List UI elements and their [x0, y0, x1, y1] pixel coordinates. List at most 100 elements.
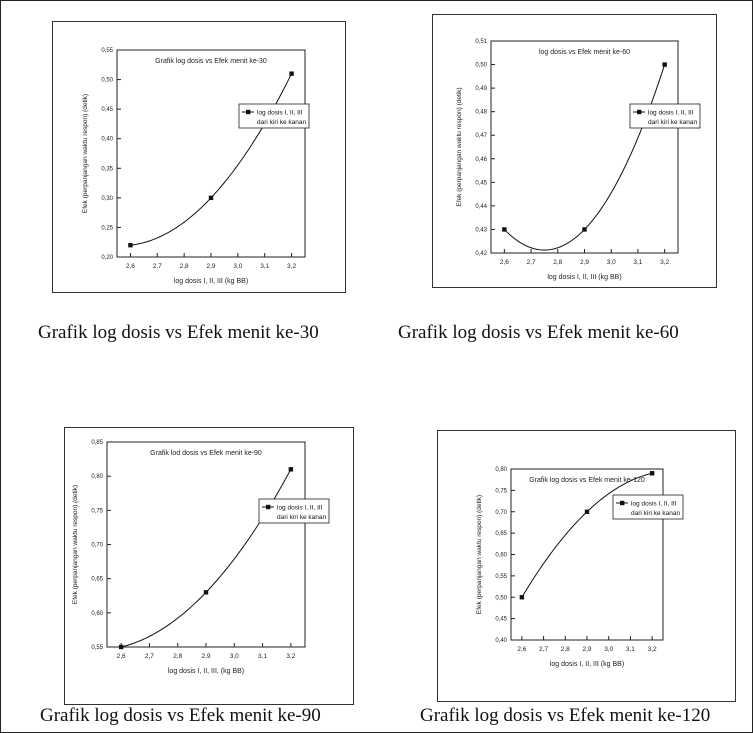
legend-marker: [620, 500, 625, 506]
x-tick-label: 3,0: [230, 653, 239, 660]
plot-area: [106, 441, 306, 648]
x-tick-label: 3,2: [287, 263, 296, 270]
x-tick-label: 2,9: [580, 259, 589, 266]
y-tick-label: 0,44: [475, 204, 487, 210]
data-point: [662, 62, 667, 67]
x-tick-label: 2,6: [117, 653, 126, 660]
x-tick-label: 2,7: [145, 653, 154, 660]
data-point: [288, 467, 294, 472]
data-point: [519, 595, 525, 600]
legend-marker: [266, 504, 271, 510]
y-axis-label: Efek (perpanjangan waktu respon) (detik): [476, 495, 483, 614]
y-tick-label: 0,35: [101, 166, 113, 172]
x-tick-label: 2,7: [527, 259, 536, 266]
x-axis-label: log dosis I, II, III (kg BB): [174, 278, 248, 285]
y-tick-label: 0,75: [91, 508, 103, 514]
y-tick-label: 0,55: [495, 574, 507, 580]
y-tick-label: 0,55: [101, 48, 113, 54]
x-tick-label: 2,9: [206, 263, 215, 270]
x-tick-label: 2,8: [553, 259, 562, 266]
x-tick-label: 2,6: [517, 646, 526, 653]
y-tick-label: 0,80: [495, 467, 507, 473]
y-tick-label: 0,45: [101, 107, 113, 113]
x-tick-label: 3,1: [260, 263, 269, 270]
legend-entry: log dosis I, II, III: [277, 505, 323, 512]
y-tick-label: 0,43: [475, 227, 487, 233]
legend-box: [629, 103, 701, 129]
y-tick-label: 0,25: [101, 225, 113, 231]
y-axis-label: Efek (perpanjangan waktu respon) (detik): [82, 94, 89, 213]
plot-area: [490, 40, 679, 254]
x-tick-label: 2,9: [582, 646, 591, 653]
x-tick-label: 3,0: [607, 259, 616, 266]
legend-marker: [637, 109, 642, 115]
x-tick-label: 3,2: [648, 646, 657, 653]
legend-entry: log dosis I, II, III: [257, 110, 303, 117]
y-tick-label: 0,45: [475, 180, 487, 186]
y-tick-label: 0,30: [101, 196, 113, 202]
x-tick-label: 3,2: [660, 259, 669, 266]
x-tick-label: 3,1: [633, 259, 642, 266]
chart-svg-menit-30: 2,6 2,7 2,8 2,9 3,0 3,1 3,2 0,20 0,25 0,30 0,35 0,4…: [82, 48, 310, 285]
data-point: [208, 195, 214, 201]
x-tick-label: 3,2: [286, 653, 295, 660]
x-tick-label: 2,9: [201, 653, 210, 660]
chart-svg-menit-60: 2,6 2,7 2,8 2,9 3,0 3,1 3,2 0,42 0,43 0,44 0,45 0,4…: [456, 39, 701, 281]
chart-title: Grafik log dosis vs Efek menit ke-30: [155, 58, 267, 65]
legend-entry: log dosis I, II, III: [631, 501, 677, 508]
x-tick-label: 3,0: [233, 263, 242, 270]
series-line: [521, 472, 653, 598]
y-tick-label: 0,85: [91, 440, 103, 446]
y-tick-label: 0,65: [495, 531, 507, 537]
y-tick-label: 0,46: [475, 157, 487, 163]
legend-marker: [246, 109, 251, 115]
y-tick-label: 0,47: [475, 133, 487, 139]
caption-menit-120: Grafik log dosis vs Efek menit ke-120: [420, 705, 711, 726]
series-line: [504, 64, 666, 251]
caption-menit-30: Grafik log dosis vs Efek menit ke-30: [38, 322, 319, 343]
y-tick-label: 0,42: [475, 251, 487, 257]
legend-entry-sub: dari kiri ke kanan: [648, 119, 698, 126]
y-tick-label: 0,60: [495, 553, 507, 559]
y-tick-label: 0,55: [91, 645, 103, 651]
y-tick-label: 0,20: [101, 255, 113, 261]
data-point: [584, 509, 590, 514]
y-tick-label: 0,50: [475, 63, 487, 69]
data-point: [118, 644, 124, 650]
y-tick-label: 0,50: [101, 78, 113, 84]
data-point: [582, 227, 587, 232]
x-axis-label: log dosis I, II, III (kg BB): [547, 274, 621, 281]
y-tick-label: 0,51: [475, 39, 487, 45]
legend-entry-sub: dari kiri ke kanan: [257, 119, 307, 126]
plot-area: [116, 49, 306, 258]
legend-entry-sub: dari kiri ke kanan: [277, 514, 327, 521]
data-point: [203, 590, 209, 595]
caption-menit-90: Grafik log dosis vs Efek menit ke-90: [40, 705, 321, 726]
y-axis-label: Efek (perpanjangan waktu respon) (detik): [72, 485, 79, 604]
chart-title: Grafik lod dosis vs Efek menit ke-90: [150, 450, 262, 457]
x-tick-label: 2,7: [153, 263, 162, 270]
x-tick-label: 2,6: [126, 263, 135, 270]
x-tick-label: 2,8: [561, 646, 570, 653]
y-tick-label: 0,70: [495, 510, 507, 516]
y-tick-label: 0,40: [101, 137, 113, 143]
y-tick-label: 0,49: [475, 86, 487, 92]
legend-box: [238, 103, 310, 129]
chart-svg-menit-90: 2,6 2,7 2,8 2,9 3,0 3,1 3,2 0,55 0,60 0,65 0,70 0,7…: [72, 440, 330, 675]
data-point: [502, 227, 507, 232]
x-tick-label: 2,7: [539, 646, 548, 653]
x-tick-label: 2,8: [173, 653, 182, 660]
x-tick-label: 3,1: [258, 653, 267, 660]
x-axis-label: log dosis I, II, III, (kg BB): [168, 668, 244, 675]
data-point: [128, 242, 133, 248]
y-tick-label: 0,75: [495, 488, 507, 494]
data-point: [649, 471, 655, 476]
y-tick-label: 0,40: [495, 638, 507, 644]
caption-menit-60: Grafik log dosis vs Efek menit ke-60: [398, 322, 679, 343]
y-axis-label: Efek (perpanjangan waktu respon) (detik): [456, 87, 463, 206]
chart-title: log dosis vs Efek menit ke-60: [539, 49, 630, 56]
chart-panel-menit-90: 2,6 2,7 2,8 2,9 3,0 3,1 3,2 0,55 0,60 0,65 0,70 0,7…: [64, 427, 354, 705]
chart-panel-menit-120: 2,6 2,7 2,8 2,9 3,0 3,1 3,2 0,40 0,45 0,50 0,55 0,6…: [437, 430, 736, 702]
chart-panel-menit-60: 2,6 2,7 2,8 2,9 3,0 3,1 3,2 0,42 0,43 0,44 0,45 0,4…: [432, 14, 717, 288]
legend-box: [612, 494, 684, 520]
